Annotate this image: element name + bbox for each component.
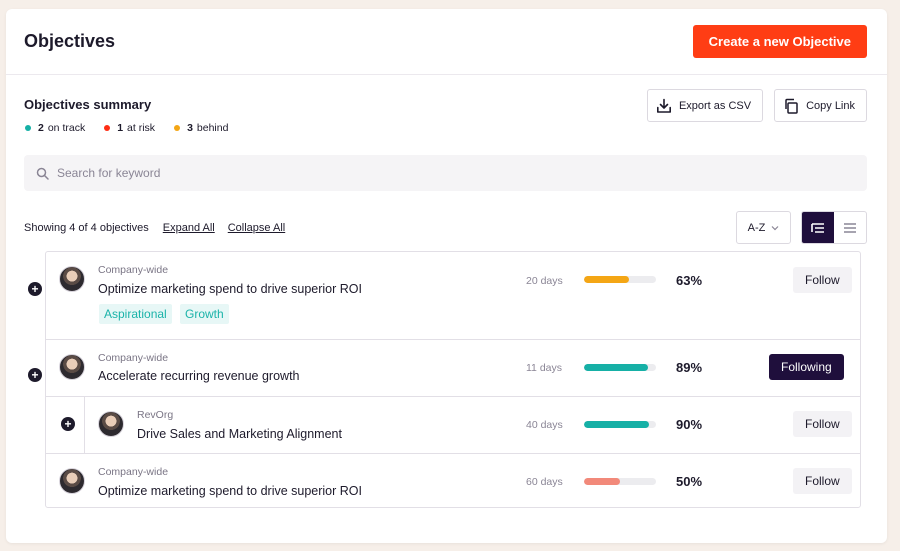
on-track-count: 2: [38, 122, 44, 134]
objective-row[interactable]: + RevOrg Drive Sales and Marketing Align…: [46, 396, 860, 453]
objectives-summary: Objectives summary 2 on track 1 at risk …: [24, 89, 867, 149]
search-input[interactable]: [57, 166, 457, 180]
copy-icon: [785, 98, 798, 114]
expand-objective-1-icon[interactable]: +: [28, 282, 42, 296]
collapse-all-link[interactable]: Collapse All: [227, 221, 286, 234]
on-track-label: on track: [47, 122, 86, 134]
days-remaining: 20 days: [526, 275, 563, 287]
expand-all-link[interactable]: Expand All: [162, 221, 215, 234]
legend-at-risk: 1 at risk: [104, 122, 155, 134]
view-toggle: [801, 211, 867, 244]
list-icon: [844, 222, 856, 233]
following-button[interactable]: Following: [769, 354, 844, 380]
objective-title[interactable]: Accelerate recurring revenue growth: [98, 369, 300, 383]
follow-button[interactable]: Follow: [793, 267, 852, 293]
flat-view-button[interactable]: [834, 212, 866, 243]
on-track-dot-icon: [25, 125, 31, 131]
child-indent-divider: [84, 397, 85, 453]
progress-fill: [584, 364, 649, 371]
objective-owner: Company-wide: [98, 352, 169, 364]
objective-row[interactable]: Company-wide Accelerate recurring revenu…: [46, 339, 860, 396]
tree-view-button[interactable]: [802, 212, 834, 243]
avatar: [59, 354, 85, 380]
tag-aspirational[interactable]: Aspirational: [99, 304, 172, 324]
progress-bar: [584, 364, 656, 371]
progress-bar: [584, 478, 656, 485]
objectives-panel: Objectives Create a new Objective Object…: [6, 9, 887, 543]
progress-fill: [584, 276, 630, 283]
expand-objective-2-icon[interactable]: +: [28, 368, 42, 382]
export-csv-label: Export as CSV: [678, 99, 752, 112]
view-controls: A-Z: [736, 211, 867, 244]
days-remaining: 40 days: [526, 419, 563, 431]
progress-percent: 89%: [676, 360, 703, 375]
progress-fill: [584, 478, 620, 485]
objective-title[interactable]: Optimize marketing spend to drive superi…: [98, 484, 362, 498]
list-controls: Showing 4 of 4 objectives Expand All Col…: [24, 211, 867, 244]
at-risk-label: at risk: [127, 122, 156, 134]
behind-label: behind: [196, 122, 229, 134]
copy-link-label: Copy Link: [806, 99, 855, 112]
behind-count: 3: [187, 122, 193, 134]
legend-behind: 3 behind: [174, 122, 228, 134]
progress-bar: [584, 276, 656, 283]
status-legend: 2 on track 1 at risk 3 behind: [25, 122, 228, 134]
objective-title[interactable]: Optimize marketing spend to drive superi…: [98, 282, 362, 296]
progress-percent: 90%: [676, 417, 703, 432]
progress-bar: [584, 421, 656, 428]
tree-list-icon: [811, 222, 824, 233]
legend-on-track: 2 on track: [25, 122, 85, 134]
progress-percent: 50%: [676, 474, 703, 489]
days-remaining: 60 days: [526, 476, 563, 488]
objective-owner: Company-wide: [98, 264, 169, 276]
avatar: [59, 468, 85, 494]
days-remaining: 11 days: [526, 362, 562, 374]
follow-button[interactable]: Follow: [793, 468, 852, 494]
expand-objective-3-icon[interactable]: +: [61, 417, 75, 431]
summary-title: Objectives summary: [24, 97, 152, 112]
summary-actions: Export as CSV Copy Link: [646, 89, 867, 122]
objective-row[interactable]: Company-wide Optimize marketing spend to…: [46, 252, 860, 339]
avatar: [98, 411, 124, 437]
export-csv-button[interactable]: Export as CSV: [646, 89, 764, 122]
at-risk-count: 1: [117, 122, 124, 134]
download-icon: [656, 98, 671, 113]
avatar: [59, 266, 85, 292]
create-objective-button[interactable]: Create a new Objective: [692, 24, 867, 58]
search-bar: [24, 155, 867, 191]
progress-percent: 63%: [676, 273, 703, 288]
tag-growth[interactable]: Growth: [180, 304, 229, 324]
page-title: Objectives: [24, 31, 116, 51]
objectives-list: Company-wide Optimize marketing spend to…: [45, 251, 861, 508]
objective-owner: RevOrg: [137, 409, 174, 421]
objective-title[interactable]: Drive Sales and Marketing Alignment: [137, 427, 342, 441]
sort-value: A-Z: [747, 221, 766, 234]
objective-row[interactable]: Company-wide Optimize marketing spend to…: [46, 453, 860, 509]
sort-dropdown[interactable]: A-Z: [736, 211, 791, 244]
objective-owner: Company-wide: [98, 466, 169, 478]
behind-dot-icon: [174, 125, 181, 131]
showing-count: Showing 4 of 4 objectives: [24, 221, 149, 234]
chevron-down-icon: [771, 225, 779, 230]
copy-link-button[interactable]: Copy Link: [774, 89, 867, 122]
at-risk-dot-icon: [104, 125, 111, 131]
page-header: Objectives Create a new Objective: [6, 9, 887, 75]
progress-fill: [584, 421, 649, 428]
follow-button[interactable]: Follow: [793, 411, 852, 437]
search-icon: [36, 167, 49, 180]
